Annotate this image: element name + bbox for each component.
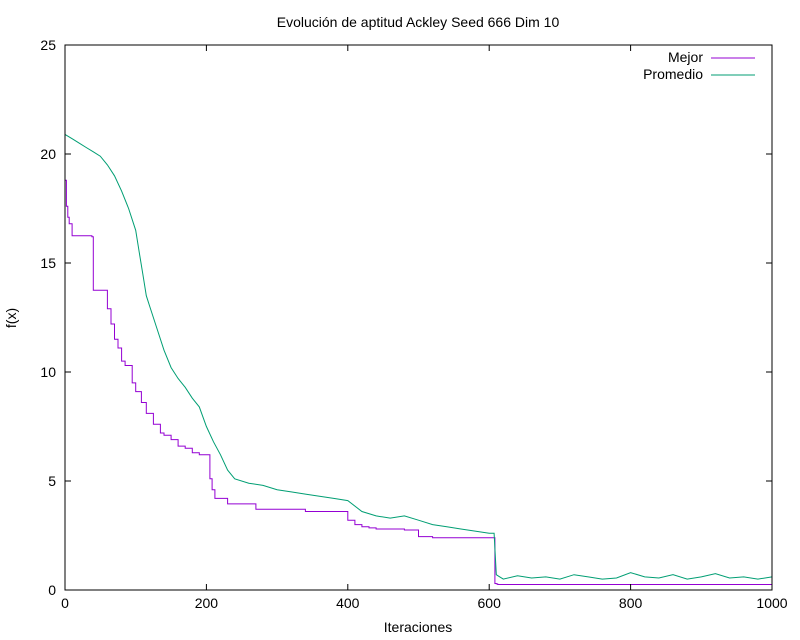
legend-label-mejor: Mejor (668, 49, 703, 65)
series-line-promedio (64, 133, 773, 580)
chart-title: Evolución de aptitud Ackley Seed 666 Dim… (277, 14, 560, 30)
y-tick-label: 20 (40, 146, 56, 162)
legend-label-promedio: Promedio (643, 66, 703, 82)
x-tick-label: 800 (619, 595, 643, 611)
y-tick-label: 5 (48, 473, 56, 489)
x-ticks: 0 200 400 600 800 1000 (61, 45, 788, 611)
x-tick-label: 0 (61, 595, 69, 611)
y-tick-label: 25 (40, 37, 56, 53)
x-axis-label: Iteraciones (384, 619, 452, 635)
x-tick-label: 400 (336, 595, 360, 611)
plot-series (64, 133, 773, 585)
y-tick-label: 0 (48, 582, 56, 598)
x-tick-label: 200 (195, 595, 219, 611)
y-tick-label: 10 (40, 364, 56, 380)
series-line-mejor (65, 179, 772, 585)
y-axis-label: f(x) (3, 308, 19, 328)
x-tick-label: 600 (478, 595, 502, 611)
x-tick-label: 1000 (756, 595, 787, 611)
y-tick-label: 15 (40, 255, 56, 271)
y-ticks: 0 5 10 15 20 25 (40, 37, 772, 598)
plot-frame (64, 44, 773, 591)
